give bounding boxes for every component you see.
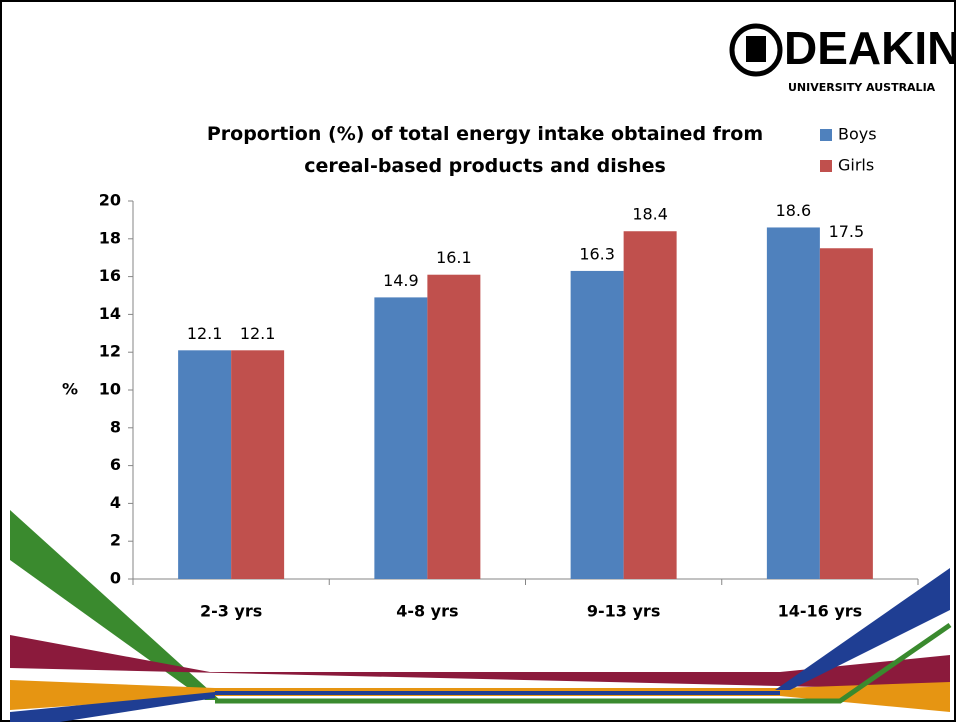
data-label: 18.6 <box>776 201 812 220</box>
data-label: 18.4 <box>632 205 668 224</box>
y-tick-label: 8 <box>110 417 121 436</box>
data-label: 16.1 <box>436 248 472 267</box>
bar <box>570 270 624 579</box>
data-label: 14.9 <box>383 271 419 290</box>
ribbon <box>10 635 950 690</box>
legend-label: Girls <box>838 156 874 175</box>
data-label: 12.1 <box>187 324 223 343</box>
y-tick-label: 16 <box>99 266 121 285</box>
y-tick-label: 12 <box>99 342 121 361</box>
data-label: 16.3 <box>579 244 615 263</box>
bar <box>374 297 428 579</box>
legend-swatch <box>820 160 832 172</box>
ribbon <box>775 568 950 690</box>
x-tick-label: 14-16 yrs <box>778 602 863 621</box>
chart-title: Proportion (%) of total energy intake ob… <box>206 123 764 177</box>
ribbon <box>10 680 950 712</box>
data-label: 12.1 <box>240 324 276 343</box>
y-tick-label: 14 <box>99 304 121 323</box>
y-tick-label: 6 <box>110 455 121 474</box>
x-tick-label: 9-13 yrs <box>587 602 660 621</box>
ribbon <box>10 510 220 700</box>
bar <box>819 248 873 579</box>
y-tick-label: 10 <box>99 380 121 399</box>
y-tick-label: 0 <box>110 569 121 588</box>
y-tick-label: 4 <box>110 493 121 512</box>
data-label: 17.5 <box>829 222 865 241</box>
bar <box>178 350 232 579</box>
x-tick-label: 2-3 yrs <box>200 602 262 621</box>
bar <box>427 274 481 579</box>
x-tick-label: 4-8 yrs <box>396 602 458 621</box>
bar <box>623 231 677 580</box>
ribbon <box>10 692 215 722</box>
bar <box>766 227 820 579</box>
legend-swatch <box>820 129 832 141</box>
y-tick-label: 20 <box>99 191 121 210</box>
bar <box>231 350 285 579</box>
y-tick-label: 2 <box>110 531 121 550</box>
y-axis-label: % <box>62 380 78 399</box>
logo-emblem <box>746 36 766 62</box>
ribbon <box>215 622 952 704</box>
legend-label: Boys <box>838 125 877 144</box>
y-tick-label: 18 <box>99 228 121 247</box>
logo-name: DEAKIN <box>784 22 956 74</box>
logo-subtitle: UNIVERSITY AUSTRALIA <box>788 81 936 94</box>
